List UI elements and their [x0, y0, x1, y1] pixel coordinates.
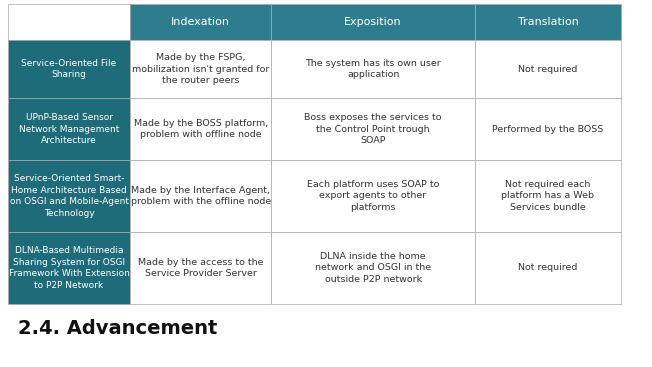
Bar — [271, 4, 475, 40]
Text: Made by the FSPG,
mobilization isn't granted for
the router peers: Made by the FSPG, mobilization isn't gra… — [132, 53, 269, 85]
Text: Translation: Translation — [518, 17, 578, 27]
Bar — [475, 232, 621, 304]
Bar — [271, 40, 475, 98]
Text: Service-Oriented File
Sharing: Service-Oriented File Sharing — [22, 59, 117, 79]
Text: Service-Oriented Smart-
Home Architecture Based
on OSGI and Mobile-Agent
Technol: Service-Oriented Smart- Home Architectur… — [10, 174, 128, 218]
Bar — [475, 40, 621, 98]
Text: Each platform uses SOAP to
export agents to other
platforms: Each platform uses SOAP to export agents… — [307, 180, 439, 212]
Bar — [271, 232, 475, 304]
Bar — [8, 232, 130, 304]
Text: Performed by the BOSS: Performed by the BOSS — [492, 124, 604, 134]
Bar — [8, 160, 130, 232]
Bar — [8, 4, 130, 40]
Text: Exposition: Exposition — [344, 17, 402, 27]
Bar — [130, 98, 271, 160]
Text: Not required each
platform has a Web
Services bundle: Not required each platform has a Web Ser… — [501, 180, 595, 212]
Bar — [130, 160, 271, 232]
Bar — [475, 160, 621, 232]
Bar — [130, 232, 271, 304]
Text: Not required: Not required — [518, 65, 578, 73]
Bar — [271, 160, 475, 232]
Text: Not required: Not required — [518, 264, 578, 273]
Text: Indexation: Indexation — [171, 17, 230, 27]
Text: Made by the access to the
Service Provider Server: Made by the access to the Service Provid… — [138, 258, 263, 278]
Bar — [8, 40, 130, 98]
Bar — [8, 98, 130, 160]
Text: DLNA inside the home
network and OSGI in the
outside P2P network: DLNA inside the home network and OSGI in… — [315, 252, 431, 284]
Bar — [475, 4, 621, 40]
Bar — [271, 98, 475, 160]
Text: DLNA-Based Multimedia
Sharing System for OSGI
Framework With Extension
to P2P Ne: DLNA-Based Multimedia Sharing System for… — [8, 246, 130, 290]
Text: Boss exposes the services to
the Control Point trough
SOAP: Boss exposes the services to the Control… — [304, 113, 442, 145]
Text: Made by the Interface Agent,
problem with the offline node: Made by the Interface Agent, problem wit… — [130, 186, 271, 206]
Bar — [475, 98, 621, 160]
Bar — [130, 40, 271, 98]
Text: UPnP-Based Sensor
Network Management
Architecture: UPnP-Based Sensor Network Management Arc… — [19, 113, 119, 145]
Text: Made by the BOSS platform,
problem with offline node: Made by the BOSS platform, problem with … — [134, 119, 268, 139]
Text: 2.4. Advancement: 2.4. Advancement — [18, 319, 217, 338]
Bar — [130, 4, 271, 40]
Text: The system has its own user
application: The system has its own user application — [305, 59, 441, 79]
